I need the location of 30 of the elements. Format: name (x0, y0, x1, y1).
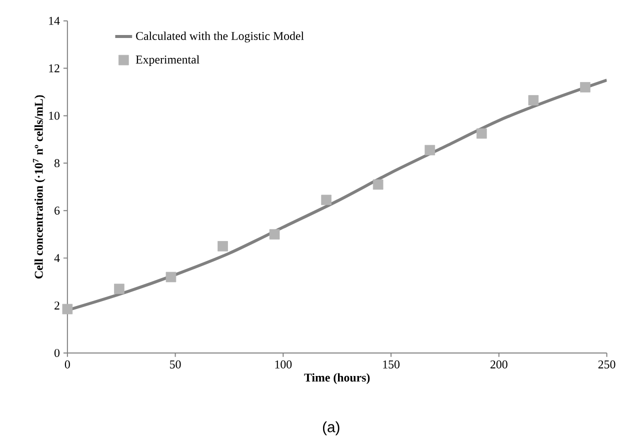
point (528, 95, 539, 106)
y-tick-label: 0 (54, 348, 60, 357)
y-tick-label: 6 (54, 206, 60, 215)
legend-label: Calculated with the Logistic Model (136, 32, 304, 42)
point (476, 128, 487, 139)
point (424, 144, 436, 156)
x-axis-title: Time (hours) (304, 373, 370, 384)
point (62, 304, 73, 314)
point (166, 272, 176, 282)
point (321, 194, 332, 206)
y-tick-label: 4 (54, 254, 60, 262)
point (580, 82, 590, 92)
x-tick-label: 150 (383, 360, 400, 368)
y-axis-title: Cell concentration (·10$^{7}$ nº cells/mL) (32, 95, 46, 278)
point (114, 284, 124, 294)
x-tick-label: 200 (490, 360, 508, 368)
y-tick-label: 8 (54, 159, 60, 168)
text: (a) (323, 421, 340, 436)
y-tick-label: 10 (49, 112, 60, 120)
x-tick-label: 100 (275, 360, 292, 368)
x-tick-label: 50 (170, 360, 181, 368)
legend-label: Experimental (136, 55, 200, 66)
x-tick-label: 250 (598, 360, 616, 368)
point (269, 229, 280, 240)
y-tick-label: 2 (54, 302, 60, 310)
y-tick-label: 12 (49, 64, 60, 72)
point (372, 179, 384, 190)
point (218, 240, 228, 252)
x-tick-label: 0 (64, 360, 70, 368)
y-tick-label: 14 (49, 16, 60, 25)
